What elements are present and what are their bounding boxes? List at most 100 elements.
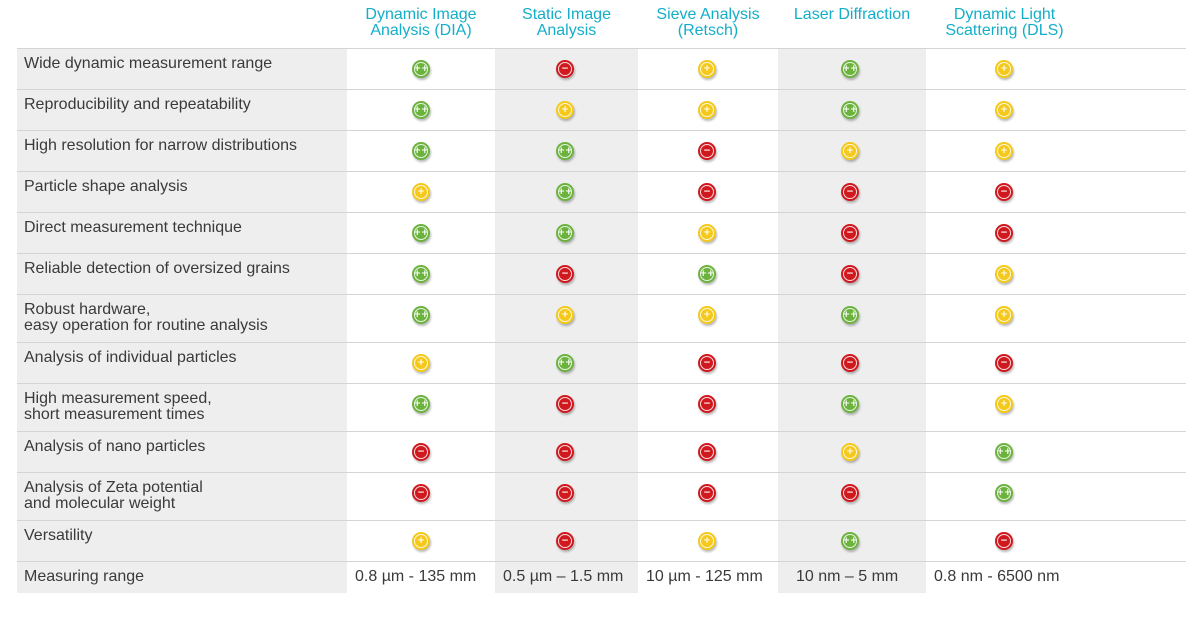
rating-cell-static-image: ++ [495,172,638,212]
rating-red-icon: − [412,443,430,461]
rating-cell-sieve: + [638,90,778,130]
table-row: Particle shape analysis + ++ − − − [17,171,1186,212]
rating-green-icon: ++ [412,395,430,413]
rating-yellow-icon: + [556,101,574,119]
rating-symbol: ++ [413,64,429,74]
rating-symbol: − [561,447,569,457]
rating-cell-dls: + [926,131,1186,171]
column-header-dia: Dynamic Image Analysis (DIA) [365,6,477,39]
rating-symbol: ++ [842,536,858,546]
rating-green-icon: ++ [412,142,430,160]
rating-green-icon: ++ [412,265,430,283]
rating-cell-static-image: − [495,432,638,472]
row-label: Robust hardware, easy operation for rout… [17,295,347,342]
rating-cell-dia: ++ [347,254,495,294]
rating-symbol: + [846,146,854,156]
rating-yellow-icon: + [995,101,1013,119]
row-label: High measurement speed, short measuremen… [17,384,347,431]
rating-cell-laser-diffraction: − [778,343,926,383]
rating-symbol: + [703,310,711,320]
table-row: Robust hardware, easy operation for rout… [17,294,1186,342]
rating-symbol: + [703,536,711,546]
rating-cell-sieve: + [638,295,778,342]
rating-symbol: + [1000,399,1008,409]
rating-cell-dia: + [347,343,495,383]
rating-red-icon: − [995,354,1013,372]
rating-symbol: + [703,228,711,238]
table-header: Dynamic Image Analysis (DIA) Static Imag… [17,0,1186,48]
rating-red-icon: − [995,224,1013,242]
rating-symbol: + [703,64,711,74]
rating-green-icon: ++ [841,306,859,324]
rating-symbol: − [561,488,569,498]
row-label: Particle shape analysis [17,172,347,212]
rating-red-icon: − [556,443,574,461]
column-header-laser-diffraction: Laser Diffraction [793,6,911,23]
measuring-range-row: Measuring range 0.8 µm - 135 mm 0.5 µm – 1… [17,561,1186,593]
row-label: Wide dynamic measurement range [17,49,347,89]
rating-red-icon: − [698,395,716,413]
rating-cell-laser-diffraction: − [778,254,926,294]
rating-yellow-icon: + [412,354,430,372]
rating-cell-sieve: − [638,172,778,212]
rating-yellow-icon: + [698,60,716,78]
rating-symbol: − [703,447,711,457]
rating-green-icon: ++ [841,101,859,119]
rating-symbol: ++ [557,228,573,238]
rating-symbol: + [417,358,425,368]
rating-symbol: − [846,187,854,197]
rating-symbol: + [561,105,569,115]
range-cell-dia: 0.8 µm - 135 mm [347,562,495,593]
rating-symbol: + [703,105,711,115]
rating-symbol: + [561,310,569,320]
row-label: High resolution for narrow distributions [17,131,347,171]
rating-green-icon: ++ [995,484,1013,502]
measuring-range-value: 0.8 nm - 6500 nm [934,568,1060,585]
rating-cell-laser-diffraction: − [778,473,926,520]
rating-cell-laser-diffraction: + [778,131,926,171]
range-cell-dls: 0.8 nm - 6500 nm [926,562,1186,593]
rating-green-icon: ++ [841,532,859,550]
rating-cell-dls: − [926,343,1186,383]
rating-cell-dia: ++ [347,213,495,253]
rating-cell-static-image: ++ [495,213,638,253]
rating-symbol: ++ [557,187,573,197]
rating-cell-dls: + [926,49,1186,89]
rating-symbol: + [1000,105,1008,115]
rating-symbol: ++ [413,269,429,279]
rating-red-icon: − [841,354,859,372]
rating-symbol: − [1000,536,1008,546]
rating-cell-dia: ++ [347,131,495,171]
rating-cell-dia: ++ [347,49,495,89]
rating-symbol: + [1000,269,1008,279]
rating-cell-sieve: − [638,432,778,472]
rating-yellow-icon: + [841,142,859,160]
rating-cell-static-image: − [495,49,638,89]
measuring-range-value: 0.8 µm - 135 mm [355,568,477,585]
rating-symbol: − [417,447,425,457]
comparison-table: Dynamic Image Analysis (DIA) Static Imag… [17,0,1186,593]
rating-cell-dia: + [347,172,495,212]
rating-cell-dls: − [926,172,1186,212]
rating-symbol: + [846,447,854,457]
rating-symbol: − [703,146,711,156]
rating-cell-dls: + [926,384,1186,431]
rating-cell-static-image: − [495,384,638,431]
range-cell-sieve: 10 µm - 125 mm [638,562,778,593]
rating-symbol: − [1000,358,1008,368]
rating-symbol: ++ [413,146,429,156]
rating-green-icon: ++ [412,306,430,324]
rating-red-icon: − [698,183,716,201]
rating-cell-sieve: ++ [638,254,778,294]
measuring-range-value: 0.5 µm – 1.5 mm [503,568,624,585]
rating-red-icon: − [698,443,716,461]
rating-cell-laser-diffraction: ++ [778,90,926,130]
table-row: Analysis of Zeta potential and molecular… [17,472,1186,520]
rating-cell-sieve: − [638,384,778,431]
rating-cell-dia: ++ [347,384,495,431]
rating-symbol: − [703,358,711,368]
rating-yellow-icon: + [698,306,716,324]
rating-cell-sieve: − [638,343,778,383]
range-cell-laser-diffraction: 10 nm – 5 mm [778,562,926,593]
row-label: Reliable detection of oversized grains [17,254,347,294]
